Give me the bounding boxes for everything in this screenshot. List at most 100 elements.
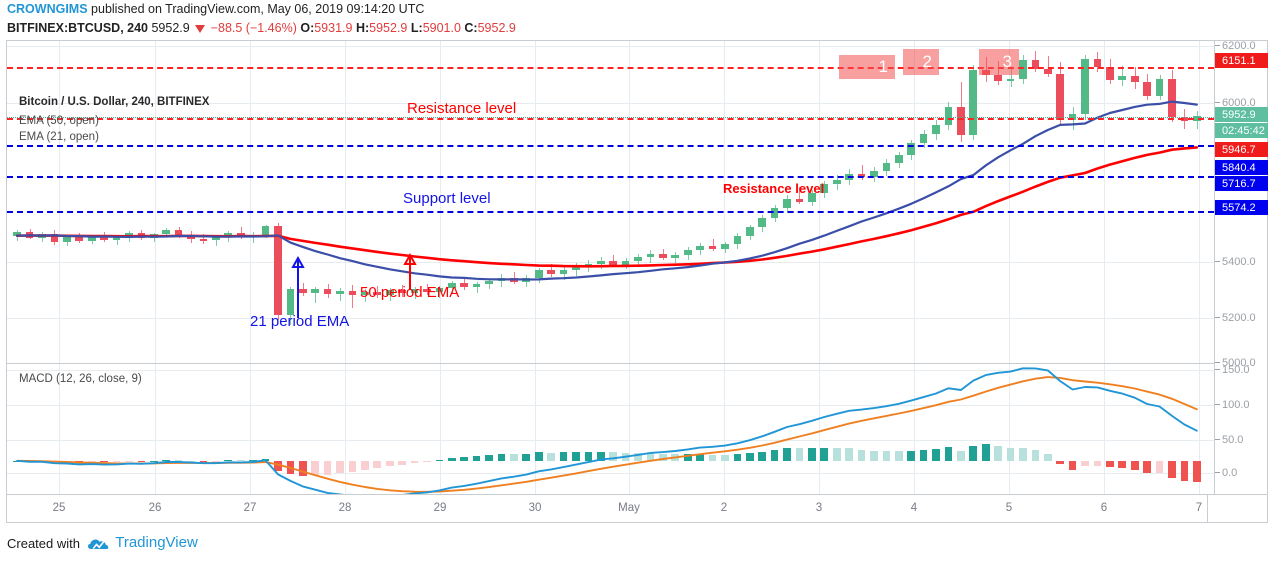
macd-hist-bar <box>112 460 121 462</box>
macd-tick: 150.0 <box>1215 364 1250 376</box>
resistance-level-top: Resistance level <box>407 100 517 117</box>
created-with-label: Created with <box>7 536 80 551</box>
candle-body <box>348 290 357 296</box>
macd-pane[interactable]: MACD (12, 26, close, 9) <box>7 364 1214 494</box>
level-tag-5716[interactable]: 5716.7 <box>1215 176 1268 191</box>
candle-body <box>373 291 382 295</box>
level-tag-5574[interactable]: 5574.2 <box>1215 200 1268 215</box>
price-axis[interactable]: 6200.0 6000.0 5400.0 5200.0 5000.0 150.0 100.0… <box>1214 40 1268 494</box>
macd-signal-line <box>16 376 1198 493</box>
low-value: 5901.0 <box>422 21 461 35</box>
candle-body <box>832 179 841 184</box>
macd-hist-bar <box>1081 460 1089 467</box>
macd-hist-bar <box>435 459 444 461</box>
ema21-line <box>16 100 1198 281</box>
ema21-label: 21 period EMA <box>250 313 350 330</box>
candle-body <box>919 133 928 144</box>
candle-body <box>1106 67 1114 80</box>
macd-hist-bar <box>634 452 642 461</box>
published-text: published on TradingView.com, May 06, 20… <box>91 2 425 16</box>
candle-wick <box>799 187 800 204</box>
candle-body <box>758 217 767 228</box>
badge-3[interactable]: 3 <box>979 49 1019 75</box>
macd-line <box>16 367 1198 494</box>
candle-body <box>795 198 804 202</box>
candle-body <box>112 237 121 240</box>
macd-hist-bar <box>100 460 108 463</box>
candle-body <box>75 237 84 242</box>
time-tick: 7 <box>1195 502 1203 514</box>
grid-line-h <box>7 405 1214 406</box>
candle-body <box>609 260 618 265</box>
badge-1[interactable]: 1 <box>839 55 895 79</box>
candle-body <box>596 260 605 264</box>
macd-hist-bar <box>758 451 767 461</box>
price-tick: 5200.0 <box>1215 312 1256 324</box>
candle-body <box>808 192 816 202</box>
candle-body <box>298 289 307 293</box>
macd-hist-bar <box>1180 460 1189 482</box>
macd-hist-bar <box>1056 460 1065 465</box>
candle-wick <box>315 286 316 304</box>
candle-body <box>485 280 493 284</box>
level-tag-5840[interactable]: 5840.4 <box>1215 160 1268 175</box>
macd-hist-bar <box>187 460 195 462</box>
macd-hist-bar <box>137 460 146 462</box>
macd-hist-bar <box>609 452 618 461</box>
macd-hist-bar <box>659 453 667 461</box>
level-line-resistance-mid <box>7 118 1214 121</box>
grid-line-h <box>7 473 1214 474</box>
macd-hist-bar <box>932 449 940 461</box>
grid-line-v <box>440 41 441 363</box>
candle-body <box>721 244 729 249</box>
grid-line-v <box>724 41 725 363</box>
candle-body <box>696 245 704 250</box>
last-price-tag[interactable]: 5952.9 <box>1215 107 1268 122</box>
candle-body <box>261 226 270 235</box>
time-tick: 27 <box>243 502 257 514</box>
candle-wick <box>365 289 366 303</box>
macd-hist-bar <box>236 460 245 462</box>
candle-body <box>199 239 208 241</box>
time-axis[interactable]: 25 26 27 28 29 30 May 2 3 4 5 6 7 <box>6 495 1268 523</box>
level-tag-5946[interactable]: 5946.7 <box>1215 142 1268 157</box>
grid-line-v <box>819 364 820 494</box>
macd-hist-bar <box>162 459 171 461</box>
candle-body <box>1006 78 1015 82</box>
support-level: Support level <box>403 190 491 207</box>
time-tick: May <box>618 502 640 514</box>
candle-wick <box>713 239 714 252</box>
resistance-price-tag[interactable]: 6151.1 <box>1215 53 1268 68</box>
macd-hist-bar <box>795 448 804 461</box>
price-tick: 6200.0 <box>1215 40 1256 52</box>
macd-hist-bar <box>274 460 282 471</box>
candle-wick <box>862 164 863 180</box>
ema21-arrow <box>291 255 305 318</box>
macd-hist-bar <box>497 453 506 461</box>
candle-body <box>1155 78 1164 97</box>
candle-body <box>1019 59 1027 79</box>
badge-2[interactable]: 2 <box>903 49 939 75</box>
candle-body <box>1168 78 1176 118</box>
candle-body <box>1118 76 1127 80</box>
macd-tick: 0.0 <box>1215 467 1237 479</box>
grid-line-v <box>1199 364 1200 494</box>
grid-line-v <box>914 364 915 494</box>
countdown-tag[interactable]: 02:45:42 <box>1215 123 1268 138</box>
candle-body <box>932 124 940 134</box>
grid-line-h <box>7 318 1214 319</box>
macd-hist-bar <box>385 460 394 467</box>
macd-hist-bar <box>832 447 841 461</box>
publisher-name: CROWNGIMS <box>7 2 88 16</box>
candle-body <box>1031 59 1040 69</box>
candle-body <box>13 232 22 236</box>
candle-body <box>621 261 630 265</box>
candle-wick <box>352 285 353 309</box>
grid-line-v <box>250 364 251 494</box>
macd-hist-bar <box>696 454 704 461</box>
macd-hist-bar <box>907 450 916 461</box>
grid-line-v <box>629 41 630 363</box>
candle-body <box>311 288 320 293</box>
